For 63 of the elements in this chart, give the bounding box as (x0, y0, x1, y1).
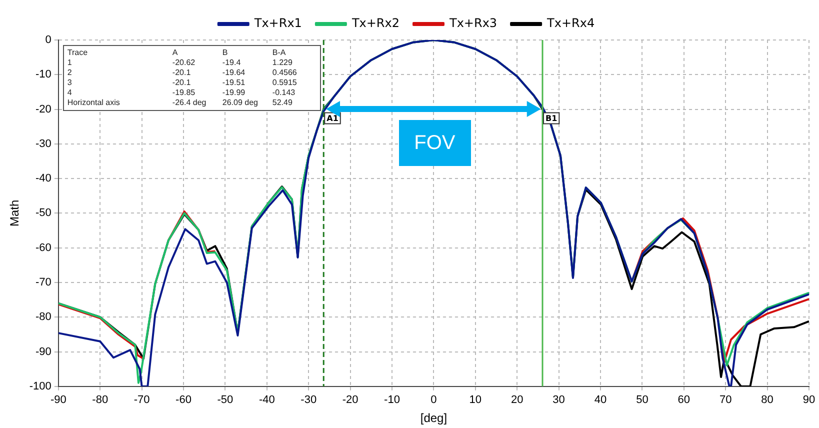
annotation: -20.62 (172, 58, 196, 68)
x-tick-label: 20 (510, 394, 524, 406)
y-tick-label: -60 (36, 242, 52, 254)
y-axis-title: Math (8, 200, 22, 227)
annotation: 2 (67, 68, 73, 78)
x-tick-label: -90 (50, 394, 66, 406)
y-tick-label: -40 (36, 172, 52, 185)
annotation: -26.4 deg (172, 98, 208, 108)
annotation: 3 (67, 78, 73, 88)
x-tick-label: 70 (719, 394, 732, 406)
x-axis-title: [deg] (420, 411, 448, 426)
annotation: 0.5915 (272, 78, 298, 88)
x-tick-label: -50 (217, 394, 234, 406)
annotation: -19.64 (222, 68, 246, 78)
annotation: B (222, 48, 229, 58)
y-tick-label: -100 (29, 380, 52, 392)
x-tick-label: -20 (342, 394, 358, 406)
annotation: -19.4 (222, 58, 242, 68)
x-tick-label: -70 (134, 394, 150, 406)
x-tick-label: 80 (761, 394, 774, 406)
x-tick-label: 40 (594, 394, 607, 406)
annotation: 1 (67, 58, 73, 68)
legend-label: Tx+Rx1 (253, 16, 302, 30)
x-tick-label: 60 (678, 394, 690, 406)
x-tick-label: 10 (469, 394, 482, 406)
annotation: 4 (67, 88, 73, 98)
annotation: -20.1 (172, 68, 192, 78)
y-tick-label: 0 (45, 34, 52, 46)
annotation: B-A (272, 48, 287, 58)
annotation: A (172, 48, 179, 58)
x-tick-label: -80 (92, 394, 108, 406)
y-tick-label: -50 (36, 207, 52, 220)
x-tick-label: 90 (802, 394, 816, 406)
annotation: Trace (67, 48, 89, 58)
x-tick-label: -60 (176, 394, 192, 406)
x-tick-label: -30 (300, 394, 317, 406)
y-tick-label: -30 (36, 138, 52, 150)
y-tick-label: -20 (36, 103, 52, 116)
annotation: 1.229 (272, 58, 294, 68)
y-tick-label: -70 (36, 276, 52, 289)
legend-label: Tx+Rx2 (350, 16, 400, 30)
x-tick-label: 30 (552, 394, 565, 406)
annotation: -19.99 (222, 88, 246, 98)
x-tick-label: -10 (384, 394, 400, 406)
annotation: 0.4566 (272, 68, 298, 78)
x-tick-label: 0 (430, 394, 437, 406)
legend-label: Tx+Rx3 (448, 16, 498, 30)
annotation: 26.09 deg (222, 98, 259, 108)
x-tick-label: -40 (258, 394, 275, 406)
y-tick-label: -80 (36, 311, 52, 324)
ref-line-label: B1 (546, 114, 558, 123)
ref-line-label: A1 (326, 114, 339, 123)
y-tick-label: -90 (36, 346, 52, 358)
annotation: 52.49 (272, 98, 294, 108)
annotation: FOV (398, 120, 471, 166)
annotation: -0.143 (272, 88, 296, 98)
x-tick-label: 50 (636, 394, 648, 406)
y-tick-label: -10 (36, 68, 52, 81)
legend-label: Tx+Rx4 (546, 16, 595, 30)
annotation: Horizontal axis (67, 98, 121, 108)
annotation: -20.1 (172, 78, 192, 88)
annotation: -19.51 (222, 78, 246, 88)
annotation: -19.85 (172, 88, 196, 98)
